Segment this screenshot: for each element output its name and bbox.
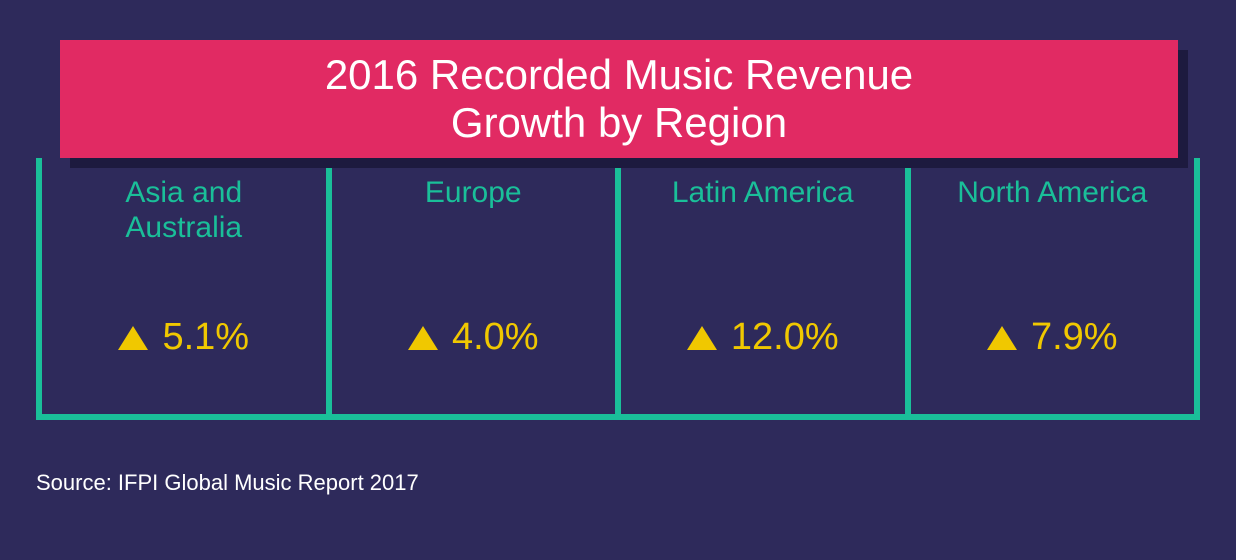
region-cell: North America 7.9% — [911, 158, 1201, 420]
region-label: Asia andAustralia — [42, 176, 326, 245]
region-label: Latin America — [621, 176, 905, 211]
region-value: 12.0% — [731, 316, 839, 359]
region-value-row: 7.9% — [911, 316, 1195, 359]
region-value-row: 5.1% — [42, 316, 326, 359]
title-text: 2016 Recorded Music RevenueGrowth by Reg… — [325, 51, 913, 148]
trend-up-icon — [987, 326, 1017, 350]
region-value-row: 4.0% — [332, 316, 616, 359]
region-grid: Asia andAustralia 5.1% Europe 4.0% Latin Ame… — [36, 158, 1200, 420]
trend-up-icon — [118, 326, 148, 350]
title-bar: 2016 Recorded Music RevenueGrowth by Reg… — [60, 40, 1178, 158]
region-cell: Europe 4.0% — [332, 158, 622, 420]
infographic-canvas: 2016 Recorded Music RevenueGrowth by Reg… — [0, 0, 1236, 560]
trend-up-icon — [687, 326, 717, 350]
region-label: Europe — [332, 176, 616, 211]
region-value: 7.9% — [1031, 316, 1118, 359]
region-value-row: 12.0% — [621, 316, 905, 359]
region-cell: Asia andAustralia 5.1% — [36, 158, 332, 420]
region-value: 4.0% — [452, 316, 539, 359]
region-value: 5.1% — [162, 316, 249, 359]
region-cell: Latin America 12.0% — [621, 158, 911, 420]
source-text: Source: IFPI Global Music Report 2017 — [36, 470, 419, 496]
region-label: North America — [911, 176, 1195, 211]
trend-up-icon — [408, 326, 438, 350]
